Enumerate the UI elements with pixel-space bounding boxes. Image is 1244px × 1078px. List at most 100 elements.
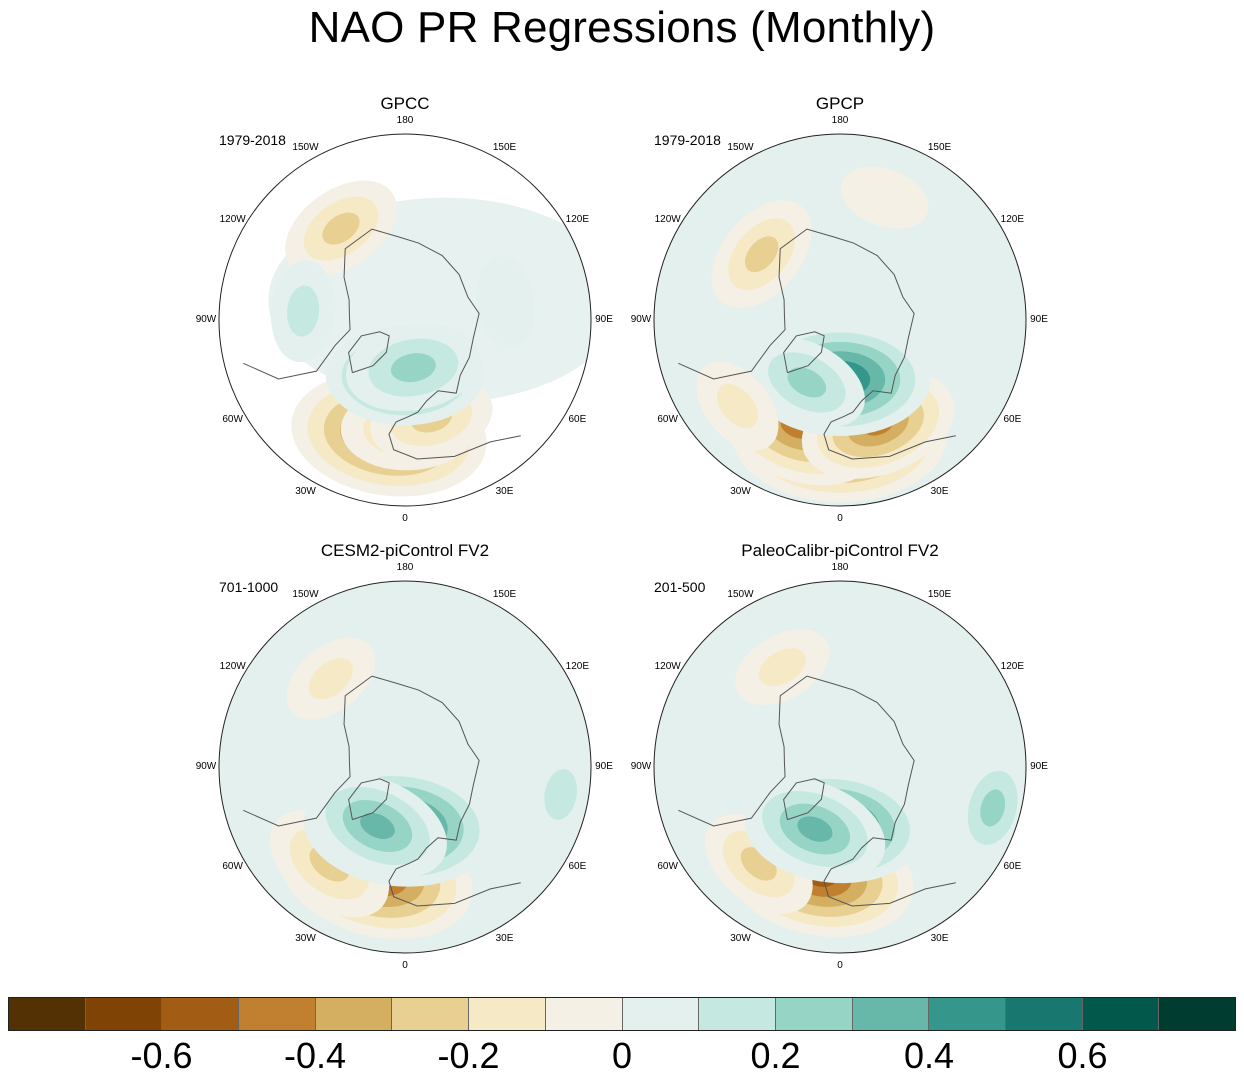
map-boundary	[653, 580, 1027, 954]
colorbar-tick-label: -0.6	[130, 1035, 193, 1076]
map-panel-gpcc	[218, 133, 592, 507]
longitude-label: 150E	[492, 588, 517, 600]
longitude-label: 120W	[654, 661, 681, 673]
longitude-label: 120E	[565, 661, 590, 673]
greenland-coastline	[348, 331, 390, 374]
longitude-label: 120W	[219, 214, 246, 226]
longitude-label: 150W	[292, 588, 319, 600]
colorbar-tick-label: -0.4	[283, 1035, 347, 1076]
greenland-coastline	[783, 331, 825, 374]
longitude-label: 60E	[568, 413, 587, 425]
colorbar-swatch	[545, 998, 623, 1030]
colorbar-swatch	[392, 998, 470, 1030]
colorbar-swatch	[162, 998, 240, 1030]
longitude-label: 180	[831, 114, 849, 126]
panel-period-paleocalibr: 201-500	[654, 579, 706, 595]
longitude-label: 180	[396, 561, 414, 573]
colorbar-swatch	[929, 998, 1006, 1030]
panel-title-gpcc: GPCC	[380, 94, 430, 113]
colorbar-swatch	[1005, 998, 1083, 1030]
anomaly-contour	[286, 285, 320, 337]
anomaly-contour	[322, 212, 360, 245]
map-boundary	[653, 133, 1027, 507]
longitude-label: 90E	[1030, 761, 1048, 772]
longitude-label: 0	[402, 513, 408, 525]
main-title: NAO PR Regressions (Monthly)	[308, 3, 936, 52]
longitude-label: 60E	[1003, 413, 1022, 425]
longitude-label: 60W	[657, 413, 678, 425]
colorbar-tick-label: 0.4	[903, 1035, 955, 1076]
greenland-coastline	[783, 778, 825, 821]
longitude-label: 150E	[927, 588, 952, 600]
map-panel-paleocalibr	[653, 580, 1027, 954]
colorbar-swatch	[699, 998, 776, 1030]
anomaly-contour	[797, 816, 833, 842]
greenland-coastline	[348, 778, 390, 821]
longitude-label: 90E	[1030, 314, 1048, 325]
map-panel-cesm2	[218, 580, 592, 954]
longitude-label: 90W	[630, 761, 652, 772]
colorbar	[8, 997, 1236, 1031]
anomaly-contour	[476, 257, 535, 348]
anomaly-contour	[980, 789, 1006, 827]
coastline	[678, 228, 956, 460]
colorbar-swatch	[239, 998, 316, 1030]
anomaly-contour	[544, 769, 578, 820]
anomaly-contour	[840, 166, 929, 229]
colorbar-tick-label: -0.2	[437, 1035, 500, 1076]
colorbar-tick-label: 0.6	[1057, 1035, 1108, 1076]
longitude-label: 30W	[295, 933, 316, 945]
longitude-label: 90E	[595, 314, 613, 325]
coastline	[243, 228, 521, 460]
anomaly-contour	[308, 658, 354, 700]
colorbar-swatch	[775, 998, 853, 1030]
longitude-label: 150W	[727, 141, 754, 153]
longitude-label: 90W	[630, 314, 652, 325]
longitude-label: 180	[396, 114, 414, 126]
colorbar-swatch	[315, 998, 393, 1030]
longitude-label: 60W	[657, 860, 678, 872]
panel-title-gpcp: GPCP	[815, 94, 865, 113]
colorbar-swatch	[1159, 998, 1235, 1030]
longitude-label: 120E	[1000, 661, 1025, 673]
longitude-label: 30E	[930, 486, 949, 498]
longitude-label: 120W	[654, 214, 681, 226]
longitude-label: 0	[837, 513, 843, 525]
colorbar-swatch	[1082, 998, 1160, 1030]
map-boundary	[218, 133, 592, 507]
colorbar-swatch	[852, 998, 930, 1030]
anomaly-contour	[716, 383, 758, 429]
anomaly-contour	[390, 353, 436, 383]
panel-title-cesm2: CESM2-piControl FV2	[320, 541, 490, 560]
panel-period-gpcp: 1979-2018	[654, 132, 721, 148]
longitude-label: 150E	[492, 141, 517, 153]
longitude-label: 150W	[727, 588, 754, 600]
longitude-label: 60W	[222, 413, 243, 425]
colorbar-swatch	[622, 998, 700, 1030]
colorbar-swatch	[85, 998, 163, 1030]
longitude-label: 30E	[495, 486, 514, 498]
map-panel-gpcp	[653, 133, 1027, 507]
longitude-label: 60E	[1003, 860, 1022, 872]
longitude-label: 90E	[595, 761, 613, 772]
longitude-label: 60E	[568, 860, 587, 872]
longitude-label: 30W	[730, 933, 751, 945]
longitude-label: 90W	[195, 761, 217, 772]
longitude-label: 30W	[730, 486, 751, 498]
colorbar-swatch	[9, 998, 86, 1030]
longitude-label: 60W	[222, 860, 243, 872]
anomaly-contour	[360, 812, 395, 840]
longitude-label: 120W	[219, 661, 246, 673]
panel-title-paleocalibr: PaleoCalibr-piControl FV2	[741, 541, 939, 560]
colorbar-tick-label: 0.2	[750, 1035, 801, 1076]
longitude-label: 150W	[292, 141, 319, 153]
map-panels	[218, 133, 1027, 954]
coastline	[678, 675, 956, 907]
colorbar-tick-label: 0	[611, 1035, 633, 1076]
panel-period-cesm2: 701-1000	[219, 579, 279, 595]
anomaly-contour	[758, 648, 806, 686]
longitude-label: 150E	[927, 141, 952, 153]
colorbar-swatch	[469, 998, 546, 1030]
longitude-label: 120E	[565, 214, 590, 226]
anomaly-contour	[744, 236, 779, 273]
